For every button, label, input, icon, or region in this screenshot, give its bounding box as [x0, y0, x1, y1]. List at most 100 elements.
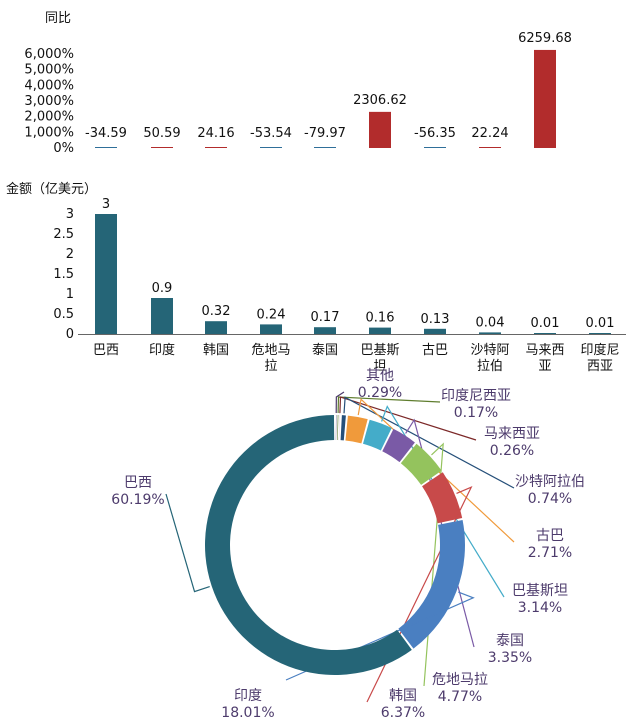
bottom-bar: [369, 327, 391, 334]
bottom-value-label: 0.17: [311, 310, 340, 325]
donut-label-value: 4.77%: [438, 689, 482, 705]
top-bar: [95, 147, 117, 148]
bottom-value-label: 0.9: [152, 281, 173, 296]
bottom-value-label: 3: [102, 197, 110, 212]
donut-label-name: 其他: [366, 368, 394, 384]
top-bar: [260, 147, 282, 148]
donut-slice: [340, 415, 346, 441]
donut-label-value: 2.71%: [528, 545, 572, 561]
bottom-x-tick: 危地马拉: [251, 343, 290, 374]
bottom-y-tick: 1: [66, 287, 74, 302]
donut-slice: [362, 419, 392, 451]
donut-leader: [165, 493, 210, 593]
donut-leader: [343, 396, 515, 489]
top-bar: [424, 147, 446, 148]
top-bar: [151, 147, 173, 148]
donut-label-name: 泰国: [496, 633, 524, 649]
bottom-x-tick: 印度: [149, 342, 175, 358]
donut-leader: [381, 405, 505, 598]
donut-label-value: 3.14%: [518, 600, 562, 616]
donut-label-value: 3.35%: [488, 650, 532, 666]
donut-slice: [335, 415, 337, 441]
bottom-bar: [534, 333, 556, 334]
top-value-label: 6259.68: [518, 31, 572, 46]
donut-label-name: 韩国: [389, 688, 417, 704]
bottom-value-label: 0.01: [586, 316, 615, 331]
donut-slice: [400, 443, 442, 485]
bottom-bar: [151, 298, 173, 334]
donut-label-value: 0.17%: [454, 405, 498, 421]
bottom-x-tick: 泰国: [312, 343, 338, 358]
top-value-label: 24.16: [197, 126, 234, 141]
donut-label-name: 马来西亚: [484, 426, 540, 442]
donut-slice: [382, 428, 415, 463]
top-y-tick: 1,000%: [24, 125, 74, 140]
bottom-value-label: 0.13: [421, 312, 450, 327]
bottom-value-label: 0.04: [476, 315, 505, 330]
top-value-label: 2306.62: [353, 93, 407, 108]
donut-slice: [338, 415, 340, 441]
bottom-value-label: 0.32: [202, 304, 231, 319]
donut-label-name: 巴西: [124, 475, 152, 491]
bottom-y-label: 金额（亿美元）: [6, 181, 97, 197]
top-value-label: -56.35: [414, 126, 456, 141]
bottom-x-tick: 马来西亚: [525, 343, 564, 374]
top-y-tick: 6,000%: [24, 47, 74, 62]
top-y-tick: 5,000%: [24, 63, 74, 78]
donut-label-value: 0.26%: [490, 443, 534, 459]
donut-leader: [366, 486, 473, 703]
donut-label-value: 0.29%: [358, 385, 402, 401]
bottom-x-tick: 巴基斯坦: [360, 343, 399, 374]
bottom-value-label: 0.24: [257, 307, 286, 322]
bottom-x-tick: 印度尼西亚: [580, 342, 619, 374]
top-y-tick: 4,000%: [24, 78, 74, 93]
bottom-y-tick: 2.5: [53, 227, 74, 242]
donut-slice: [204, 415, 412, 675]
donut-label-name: 沙特阿拉伯: [515, 474, 585, 490]
donut-leader: [339, 396, 477, 441]
donut-slice: [337, 415, 339, 441]
donut-slice: [422, 472, 463, 524]
bottom-y-tick: 0: [66, 327, 74, 342]
bottom-value-label: 0.01: [531, 316, 560, 331]
donut-label-name: 巴基斯坦: [512, 582, 568, 599]
bottom-y-tick: 1.5: [53, 267, 74, 282]
donut-label-value: 0.74%: [528, 491, 572, 507]
bottom-bar: [260, 324, 282, 334]
top-value-label: -34.59: [85, 126, 127, 141]
donut-label-name: 印度尼西亚: [441, 388, 511, 404]
donut-leader: [357, 398, 515, 543]
top-bar: [205, 147, 227, 148]
top-bar: [534, 49, 556, 148]
top-y-tick: 2,000%: [24, 110, 74, 125]
donut-leader: [335, 391, 345, 414]
bottom-bar: [424, 328, 446, 334]
top-value-label: -53.54: [250, 126, 292, 141]
bottom-y-tick: 3: [66, 207, 74, 222]
top-y-tick: 0%: [53, 141, 74, 156]
bottom-bar: [205, 321, 227, 334]
donut-slice: [345, 415, 368, 444]
donut-label-name: 印度: [234, 688, 262, 704]
bottom-x-tick: 古巴: [422, 343, 448, 358]
top-bar: [314, 147, 336, 148]
top-y-tick: 3,000%: [24, 94, 74, 109]
bottom-value-label: 0.16: [366, 311, 395, 326]
bottom-x-tick: 韩国: [203, 343, 229, 358]
top-bar: [479, 147, 501, 148]
donut-label-value: 18.01%: [221, 705, 274, 721]
bottom-bar: [314, 327, 336, 334]
bottom-y-tick: 2: [66, 247, 74, 262]
top-bar: [369, 111, 391, 148]
top-value-label: 22.24: [471, 126, 508, 141]
top-value-label: 50.59: [143, 126, 180, 141]
bottom-bar: [95, 214, 117, 334]
bottom-x-tick: 沙特阿拉伯: [470, 343, 509, 374]
donut-label-name: 危地马拉: [432, 672, 488, 688]
bottom-x-tick: 巴西: [93, 343, 119, 358]
bottom-y-tick: 0.5: [53, 307, 74, 322]
donut-leader: [337, 396, 441, 414]
bottom-bar: [589, 333, 611, 334]
donut-label-name: 古巴: [536, 528, 564, 544]
